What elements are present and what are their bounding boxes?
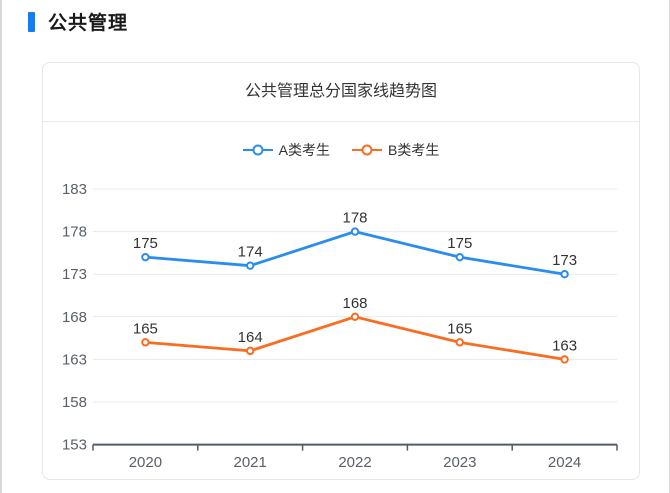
- section-accent-bar: [28, 11, 35, 32]
- data-point-label: 165: [447, 320, 472, 337]
- data-point[interactable]: [350, 227, 360, 236]
- y-tick-label: 168: [62, 309, 87, 326]
- chart-title: 公共管理总分国家线趋势图: [43, 63, 639, 122]
- y-tick-label: 163: [62, 351, 87, 368]
- legend-marker-icon: [352, 144, 382, 156]
- data-point-label: 164: [238, 329, 263, 346]
- legend-item[interactable]: B类考生: [352, 140, 439, 160]
- x-axis-labels: 2020 2021 2022 2023 2024: [129, 454, 582, 471]
- x-tick-label: 2021: [234, 454, 267, 471]
- data-point[interactable]: [141, 338, 150, 347]
- data-point[interactable]: [246, 346, 255, 356]
- legend-item[interactable]: A类考生: [242, 140, 330, 160]
- data-point-label: 174: [238, 244, 263, 261]
- y-tick-label: 173: [62, 266, 87, 283]
- legend-label: A类考生: [278, 142, 330, 158]
- y-tick-label: 153: [62, 437, 87, 454]
- data-point[interactable]: [560, 355, 569, 364]
- data-point[interactable]: [560, 270, 569, 279]
- section-header: 公共管理: [28, 8, 128, 35]
- x-tick-label: 2023: [443, 454, 476, 471]
- data-point-label: 178: [342, 210, 367, 227]
- trend-chart-card: 公共管理总分国家线趋势图 A类考生 B类考生 183 178 173 168 163 158…: [42, 62, 640, 480]
- page-left-edge: [0, 0, 2, 493]
- data-point-label: 168: [342, 295, 367, 312]
- data-point[interactable]: [455, 338, 464, 347]
- data-point[interactable]: [141, 252, 150, 262]
- data-point-label: 163: [552, 337, 577, 354]
- x-tick-label: 2022: [338, 454, 371, 471]
- data-point[interactable]: [350, 312, 360, 322]
- y-tick-label: 158: [62, 394, 87, 411]
- data-point-label: 165: [133, 320, 158, 337]
- series-A类考生: 175 174 178 175 173: [133, 210, 577, 279]
- data-point-label: 175: [133, 235, 158, 252]
- series-line: [144, 315, 566, 361]
- legend-label: B类考生: [388, 142, 440, 158]
- data-point-label: 173: [552, 252, 577, 269]
- y-tick-label: 178: [62, 224, 87, 241]
- data-point-label: 175: [447, 235, 472, 252]
- x-axis: [92, 443, 618, 451]
- series-B类考生: 165 164 168 165 163: [133, 295, 577, 364]
- y-tick-label: 183: [62, 181, 87, 198]
- section-title: 公共管理: [48, 13, 129, 34]
- chart-legend: A类考生 B类考生: [43, 122, 639, 178]
- x-tick-label: 2024: [548, 454, 581, 471]
- x-tick-label: 2020: [129, 454, 162, 471]
- data-point[interactable]: [246, 261, 255, 270]
- data-point[interactable]: [455, 252, 464, 262]
- series-line: [144, 230, 566, 276]
- y-axis-labels: 183 178 173 168 163 158 153: [62, 181, 87, 454]
- legend-marker-icon: [242, 144, 273, 156]
- trend-chart: 183 178 173 168 163 158 153 2020 2021 2022 2023 202…: [43, 178, 639, 480]
